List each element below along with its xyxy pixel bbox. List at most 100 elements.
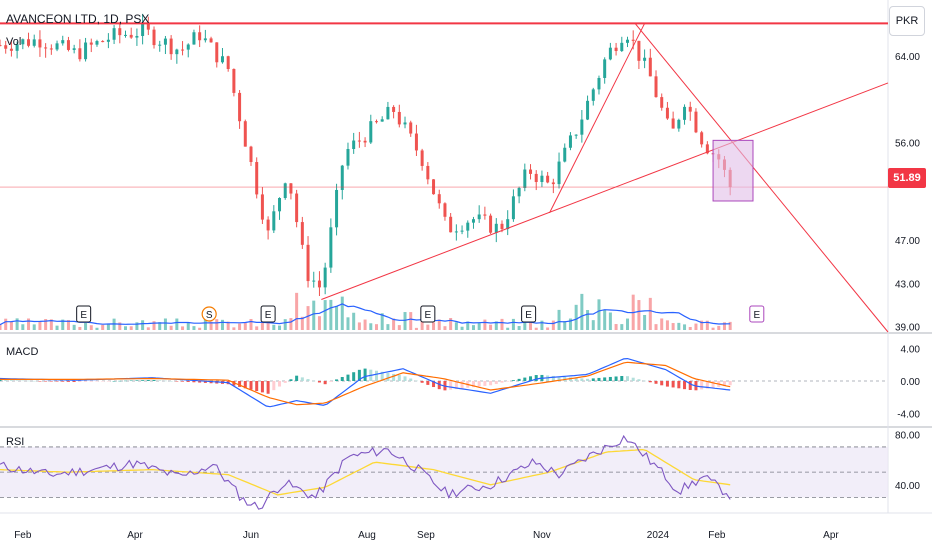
macd-histogram-bar — [9, 380, 13, 381]
macd-histogram-bar — [283, 381, 287, 383]
volume-bar — [665, 320, 669, 330]
candle-body — [540, 175, 544, 183]
candle-body — [517, 187, 521, 197]
macd-histogram-bar — [683, 381, 687, 390]
macd-histogram-bar — [489, 381, 493, 386]
price-axis-tick: 64.00 — [895, 52, 920, 63]
currency-button[interactable]: PKR — [889, 6, 925, 36]
event-marker: E — [420, 305, 436, 323]
volume-bar — [232, 327, 236, 330]
candle-body — [198, 32, 202, 41]
volume-bar — [580, 293, 584, 330]
macd-histogram-bar — [654, 381, 658, 384]
volume-bar — [722, 322, 726, 330]
volume-bar — [89, 325, 93, 330]
candle-body — [580, 119, 584, 135]
macd-histogram-bar — [631, 377, 635, 381]
candle-body — [614, 47, 618, 52]
candle-body — [266, 219, 270, 231]
macd-histogram-bar — [278, 381, 282, 387]
macd-axis-tick: -4.00 — [897, 410, 920, 421]
volume-bar — [72, 324, 76, 330]
volume-bar — [637, 300, 641, 330]
candle-body — [9, 48, 13, 51]
macd-histogram-bar — [32, 380, 36, 382]
volume-bar — [266, 320, 270, 330]
macd-histogram-bar — [112, 381, 116, 382]
macd-histogram-bar — [352, 372, 356, 381]
volume-bar — [705, 320, 709, 330]
macd-histogram-bar — [523, 377, 527, 381]
macd-histogram-bar — [123, 380, 127, 382]
candle-body — [278, 198, 282, 212]
volume-bar — [591, 320, 595, 330]
candle-body — [420, 150, 424, 166]
volume-bar — [437, 319, 441, 330]
volume-bar — [717, 325, 721, 330]
macd-histogram-bar — [648, 381, 652, 383]
rsi-ma-line — [0, 448, 731, 496]
volume-bar — [340, 296, 344, 330]
macd-histogram-bar — [506, 381, 510, 382]
macd-histogram-bar — [700, 381, 704, 390]
volume-bar — [220, 319, 224, 330]
macd-histogram-bar — [89, 381, 93, 382]
macd-histogram-bar — [192, 381, 196, 383]
candle-body — [243, 121, 247, 147]
volume-bar — [226, 321, 230, 330]
macd-histogram-bar — [380, 371, 384, 381]
candle-body — [44, 47, 48, 49]
volume-bar — [255, 326, 259, 330]
volume-bar — [312, 300, 316, 330]
macd-histogram-bar — [95, 381, 99, 382]
time-axis-tick: Sep — [417, 530, 435, 541]
volume-bar — [471, 325, 475, 330]
candle-body — [317, 280, 321, 288]
candle-body — [135, 35, 139, 38]
candle-body — [141, 22, 145, 36]
macd-histogram-bar — [289, 379, 293, 381]
macd-histogram-bar — [106, 381, 110, 382]
candle-body — [648, 57, 652, 77]
volume-bar — [597, 299, 601, 330]
candle-body — [272, 211, 276, 231]
volume-bar — [163, 318, 167, 330]
macd-histogram-bar — [340, 377, 344, 381]
volume-bar — [574, 304, 578, 330]
volume-bar — [540, 320, 544, 330]
macd-histogram-bar — [152, 380, 156, 381]
event-marker-label: E — [753, 310, 760, 321]
macd-histogram-bar — [591, 378, 595, 381]
trendline — [321, 82, 889, 300]
volume-bar — [203, 318, 207, 330]
volume-bar — [15, 318, 19, 330]
volume-bar — [289, 318, 293, 330]
trendline — [549, 23, 646, 214]
macd-histogram-bar — [494, 381, 498, 384]
volume-bar — [123, 326, 127, 330]
event-marker-label: E — [425, 310, 432, 321]
macd-histogram-bar — [414, 380, 418, 382]
volume-bar — [78, 326, 82, 330]
volume-bar — [380, 313, 384, 330]
macd-histogram-bar — [688, 381, 692, 391]
macd-histogram-bar — [357, 369, 361, 381]
macd-axis-tick: 4.00 — [901, 344, 921, 355]
event-marker-label: S — [206, 310, 213, 321]
candle-body — [129, 34, 133, 38]
macd-histogram-bar — [335, 379, 339, 381]
macd-histogram-bar — [392, 373, 396, 381]
time-axis-tick: Feb — [708, 530, 726, 541]
candle-body — [603, 59, 607, 78]
candle-body — [608, 47, 612, 60]
volume-ma-line — [0, 303, 731, 326]
macd-histogram-bar — [637, 379, 641, 381]
volume-bar — [683, 324, 687, 330]
symbol-title[interactable]: AVANCEON LTD, 1D, PSX — [6, 12, 150, 26]
macd-histogram-bar — [586, 378, 590, 381]
candle-body — [654, 76, 658, 98]
macd-histogram-bar — [78, 381, 82, 382]
macd-histogram-bar — [317, 381, 321, 383]
volume-bar — [477, 322, 481, 330]
candle-body — [397, 111, 401, 125]
